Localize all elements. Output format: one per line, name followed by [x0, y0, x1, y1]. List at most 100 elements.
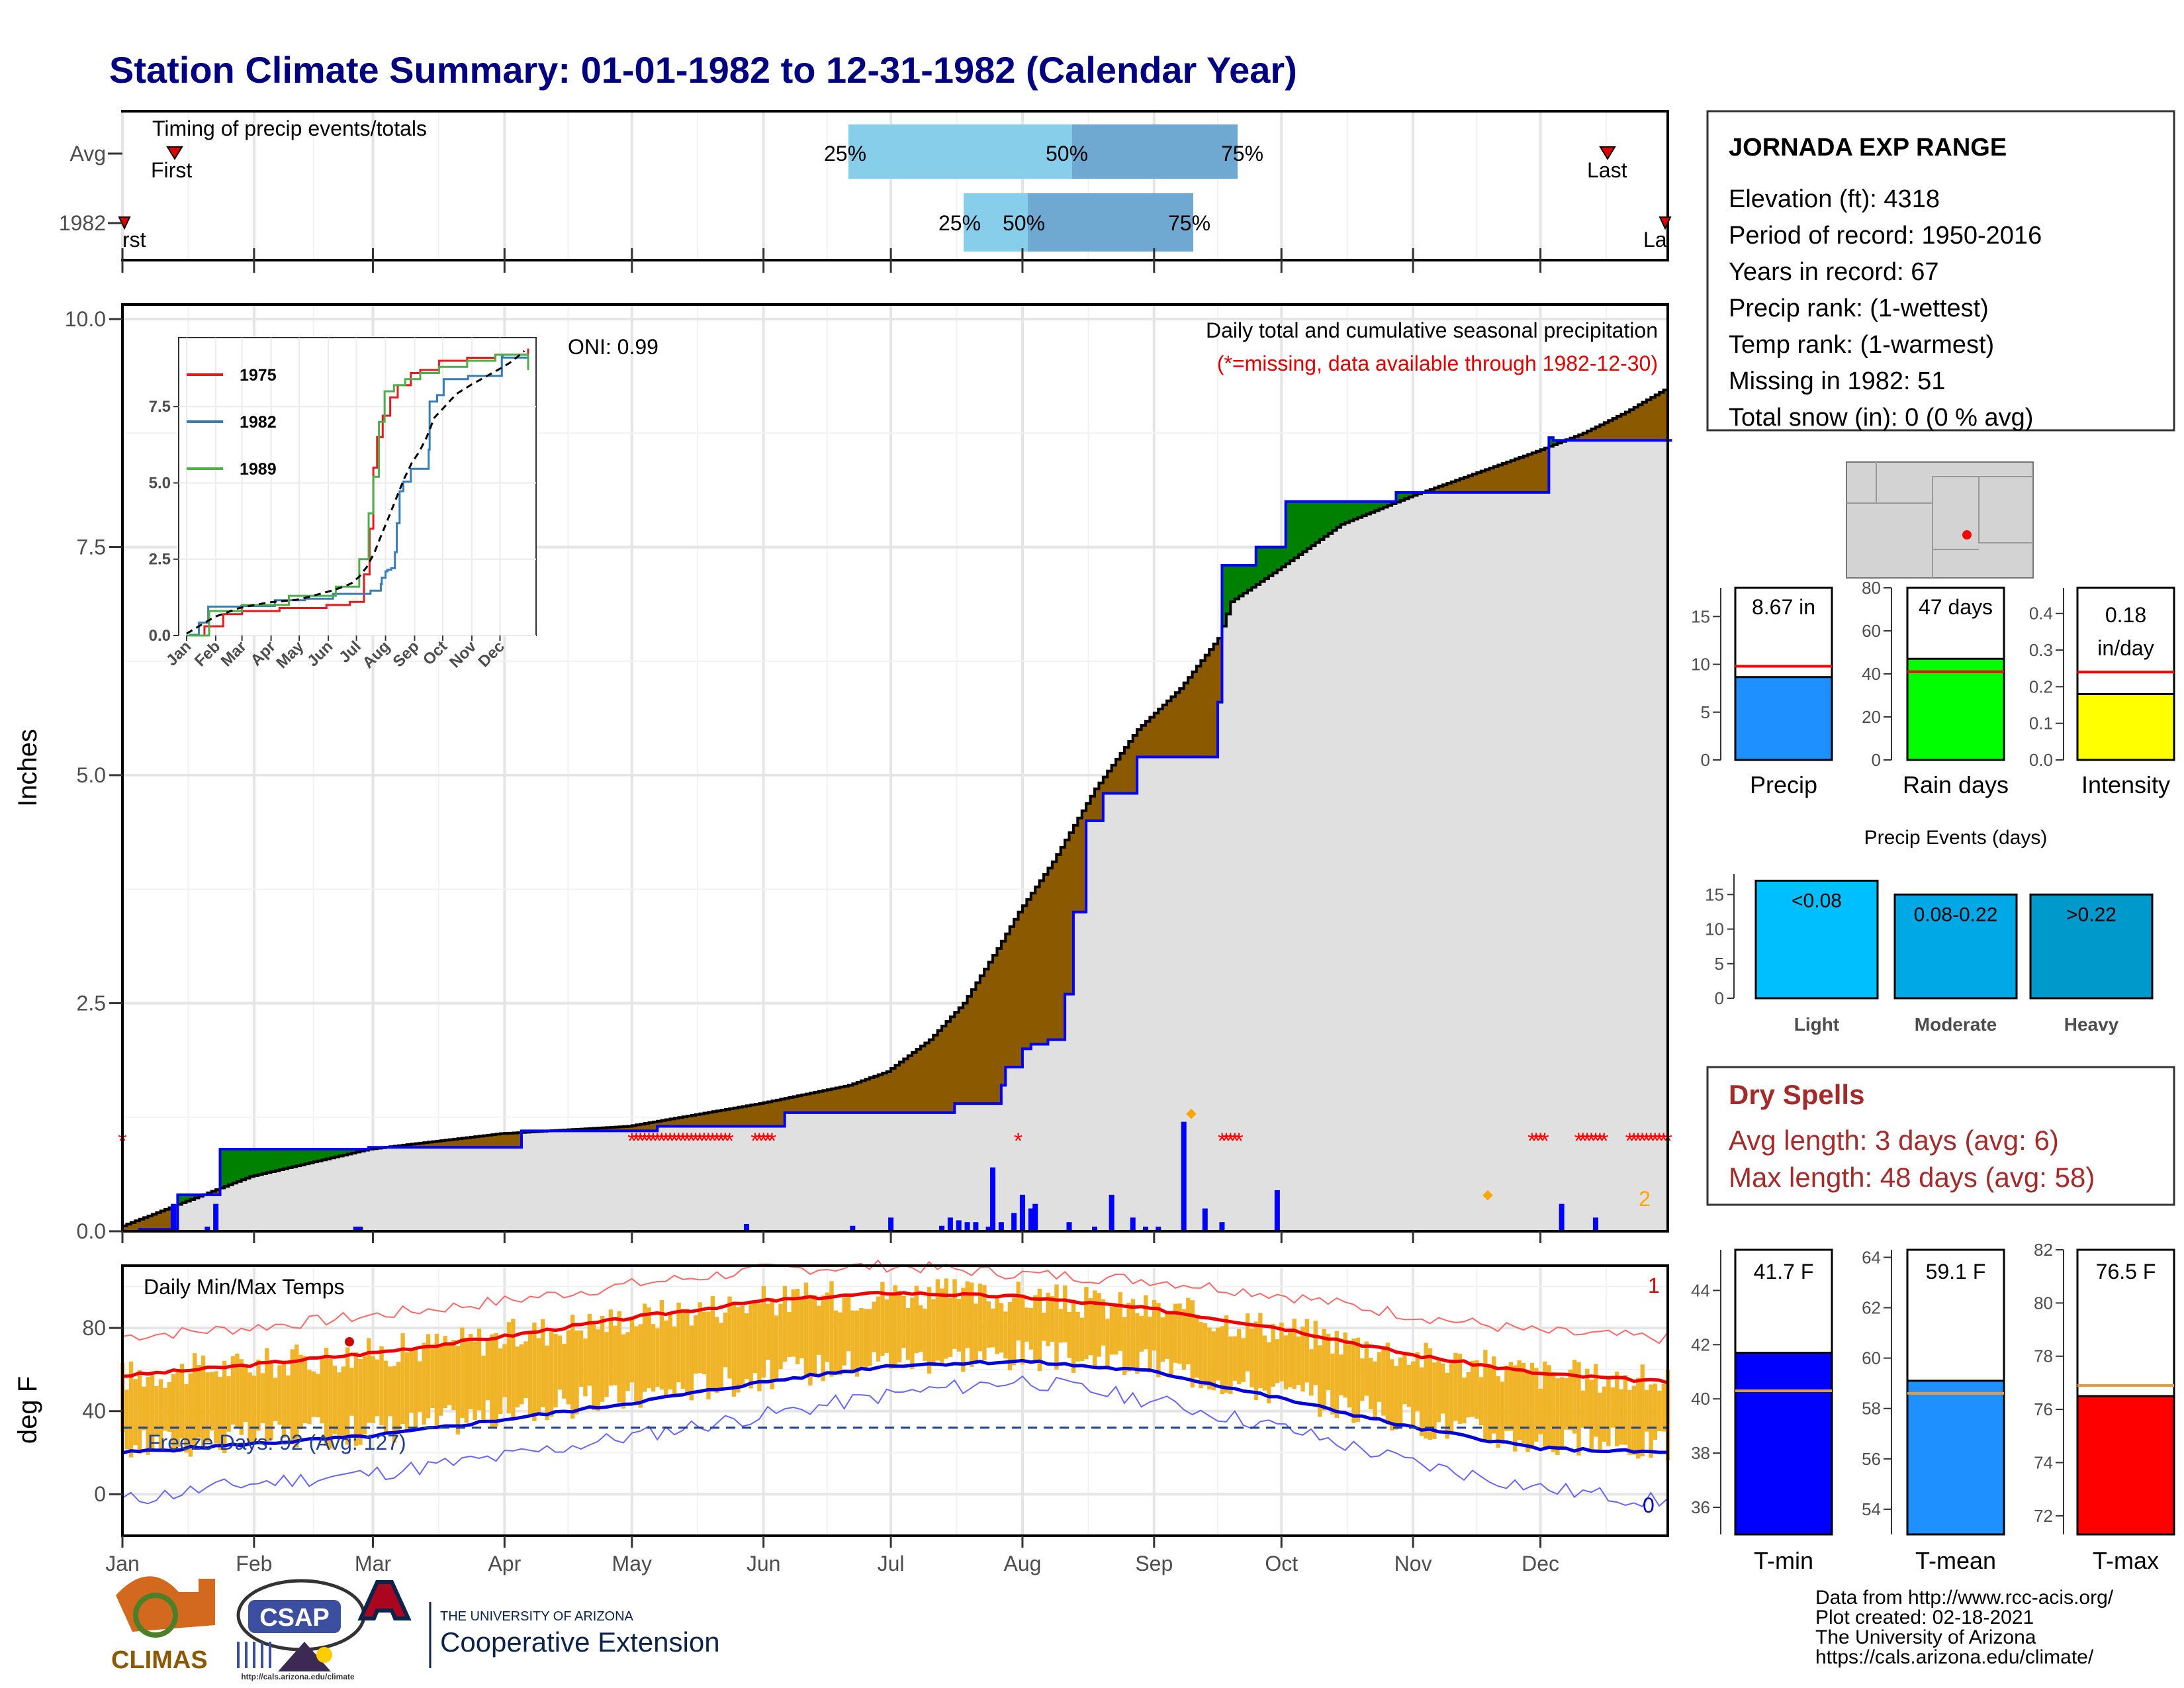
daily-temp-bar	[239, 1359, 244, 1435]
deficit-fill	[1022, 906, 1028, 1049]
missing-day-marker: *	[691, 1129, 700, 1154]
surplus-fill	[1324, 501, 1329, 537]
daily-temp-bar	[1496, 1376, 1500, 1448]
daily-temp-bar	[1152, 1299, 1157, 1351]
y-tick-label: 7.5	[77, 536, 106, 559]
deficit-fill	[920, 1046, 926, 1113]
daily-temp-bar	[995, 1295, 999, 1354]
deficit-fill	[1600, 424, 1605, 441]
deficit-fill	[950, 1017, 956, 1113]
event-bar-label: Heavy	[2064, 1014, 2119, 1035]
footer-line-3: https://cals.arizona.edu/climate/	[1815, 1646, 2094, 1668]
surplus-fill	[279, 1149, 285, 1170]
station-location-dot	[1962, 530, 1972, 539]
deficit-fill	[1090, 796, 1095, 821]
daily-temp-bar	[1504, 1366, 1509, 1431]
tmax-tick-label: 82	[2034, 1240, 2053, 1260]
daily-temp-bar	[133, 1379, 138, 1446]
raindays-bar-label: Rain days	[1903, 771, 2009, 798]
surplus-fill	[1383, 501, 1388, 508]
deficit-fill	[1519, 457, 1524, 492]
daily-temp-bar	[1547, 1365, 1551, 1446]
surplus-fill	[343, 1149, 348, 1155]
daily-temp-bar	[1160, 1317, 1165, 1362]
deficit-fill	[814, 1092, 819, 1113]
daily-temp-bar	[298, 1354, 303, 1430]
deficit-fill	[712, 1111, 717, 1127]
daily-temp-bar	[1415, 1352, 1420, 1411]
deficit-fill	[696, 1114, 701, 1127]
deficit-fill	[504, 1133, 510, 1148]
daily-temp-bar	[163, 1387, 167, 1431]
daily-temp-bar	[1092, 1290, 1097, 1369]
daily-temp-bar	[948, 1298, 953, 1357]
surplus-fill	[237, 1149, 242, 1182]
daily-temp-bar	[175, 1369, 180, 1448]
missing-day-marker: *	[751, 1129, 759, 1154]
deficit-fill	[708, 1112, 713, 1127]
daily-temp-bar	[1165, 1311, 1169, 1359]
average-min-line	[122, 1358, 1668, 1455]
deficit-fill	[453, 1139, 459, 1148]
daily-temp-bar	[150, 1373, 155, 1452]
daily-temp-bar	[752, 1301, 758, 1374]
deficit-fill	[971, 989, 977, 1104]
daily-temp-bar	[978, 1284, 983, 1352]
daily-temp-bar	[651, 1324, 656, 1392]
avg-first-marker	[166, 146, 183, 160]
daily-temp-bar	[553, 1333, 558, 1408]
surplus-fill	[1234, 565, 1240, 599]
surplus-fill	[1285, 501, 1291, 564]
tmin-bar	[1734, 1352, 1833, 1536]
missing-day-marker: *	[1587, 1129, 1596, 1154]
deficit-fill	[937, 1030, 942, 1113]
deficit-fill	[1595, 426, 1601, 441]
surplus-fill	[1557, 440, 1563, 444]
deficit-fill	[432, 1141, 437, 1148]
deficit-fill	[1094, 788, 1100, 821]
dry-spells-avg: Avg length: 3 days (avg: 6)	[1729, 1125, 2059, 1156]
month-label: Jun	[747, 1552, 781, 1575]
tmean-bar	[1906, 1380, 2005, 1536]
daily-temp-bar	[426, 1334, 431, 1419]
daily-temp-bar	[1593, 1364, 1598, 1437]
daily-temp-bar	[477, 1328, 482, 1411]
deficit-fill	[1128, 741, 1134, 794]
timing-panel: Timing of precip events/totals 25% 50% 7…	[59, 110, 1672, 261]
daily-temp-bar	[1088, 1297, 1093, 1356]
deficit-fill	[1218, 638, 1223, 702]
svg-text:CLIMAS: CLIMAS	[111, 1646, 208, 1674]
daily-temp-bar	[1411, 1361, 1416, 1427]
deficit-fill	[1633, 407, 1639, 441]
y-tick-label: 2.5	[77, 992, 106, 1015]
daily-temp-bar	[668, 1312, 672, 1390]
deficit-fill	[661, 1120, 666, 1127]
daily-temp-bar	[956, 1299, 962, 1352]
daily-temp-bar	[1580, 1390, 1586, 1428]
daily-temp-bar	[1385, 1342, 1390, 1423]
daily-temp-bar	[557, 1335, 563, 1390]
surplus-fill	[1294, 501, 1299, 558]
surplus-fill	[1362, 501, 1367, 516]
deficit-fill	[1081, 810, 1087, 912]
raindays-tick-label: 60	[1862, 621, 1881, 641]
deficit-fill	[1646, 399, 1652, 441]
daily-temp-bar	[1619, 1389, 1623, 1445]
deficit-fill	[156, 1212, 161, 1230]
deficit-fill	[789, 1097, 794, 1113]
tmax-tick-label: 76	[2034, 1399, 2053, 1419]
deficit-fill	[1167, 700, 1172, 757]
deficit-fill	[1073, 825, 1079, 912]
daily-temp-bar	[1636, 1378, 1641, 1459]
daily-temp-bar	[812, 1295, 817, 1375]
deficit-fill	[1540, 449, 1545, 492]
deficit-fill	[487, 1135, 492, 1148]
deficit-fill	[1621, 414, 1626, 441]
daily-temp-bar	[1253, 1321, 1259, 1400]
daily-temp-bar	[1653, 1383, 1658, 1440]
daily-temp-bar	[1500, 1382, 1505, 1444]
daily-temp-bar	[1508, 1362, 1514, 1431]
deficit-fill	[1196, 666, 1202, 757]
daily-temp-bar	[1475, 1360, 1479, 1419]
daily-temp-bar	[502, 1344, 507, 1397]
